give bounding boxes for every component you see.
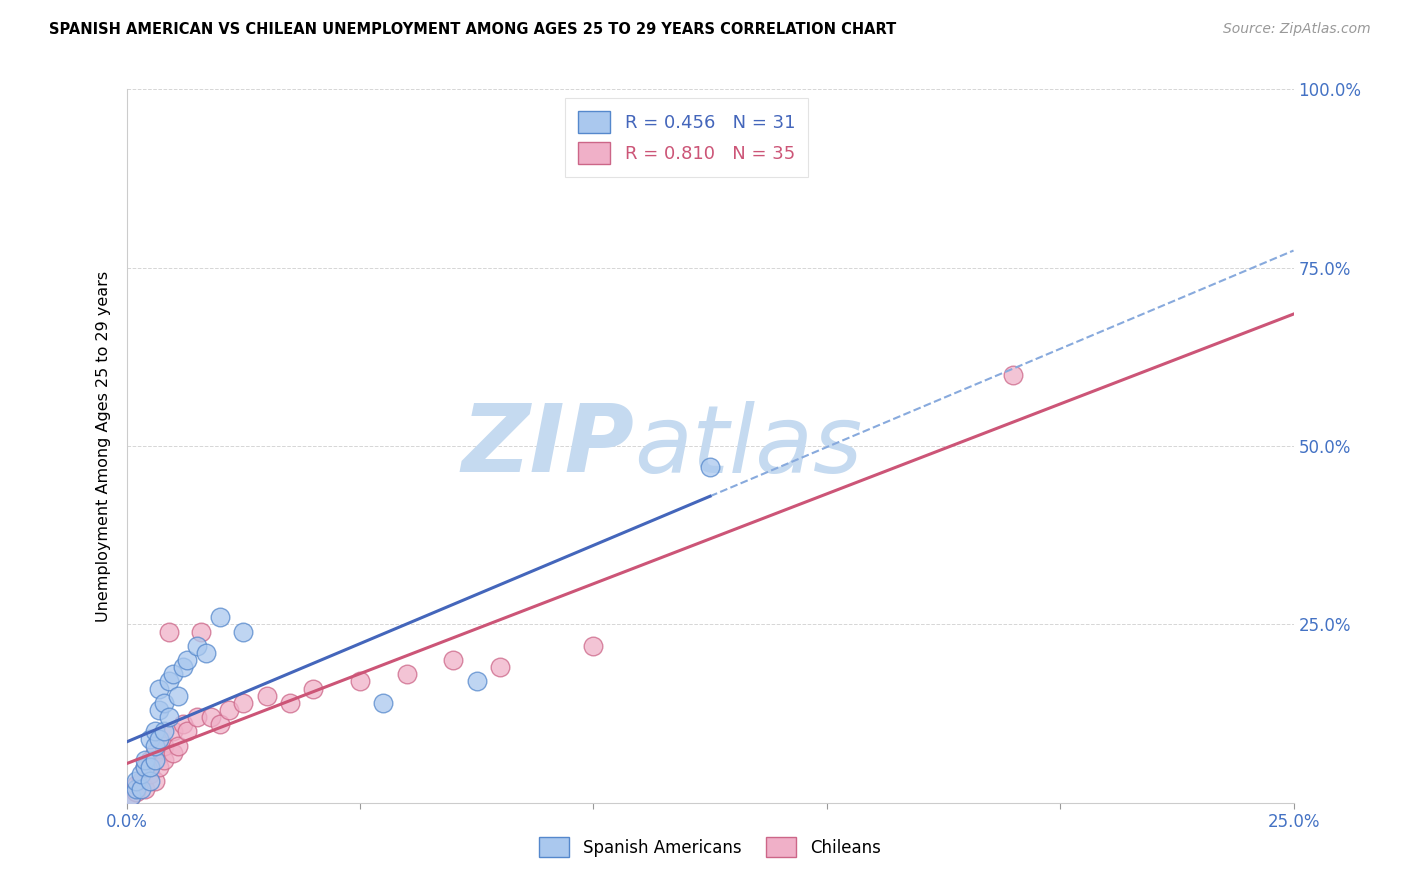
Point	[162, 724, 184, 739]
Point	[143, 724, 166, 739]
Point	[134, 760, 156, 774]
Point	[167, 739, 190, 753]
Point	[157, 624, 180, 639]
Point	[153, 753, 176, 767]
Point	[148, 760, 170, 774]
Point	[120, 789, 142, 803]
Point	[349, 674, 371, 689]
Point	[162, 667, 184, 681]
Point	[143, 739, 166, 753]
Point	[489, 660, 512, 674]
Point	[167, 689, 190, 703]
Point	[143, 746, 166, 760]
Point	[465, 674, 488, 689]
Point	[134, 753, 156, 767]
Point	[148, 731, 170, 746]
Text: ZIP: ZIP	[461, 400, 634, 492]
Text: atlas: atlas	[634, 401, 862, 491]
Point	[162, 746, 184, 760]
Point	[148, 731, 170, 746]
Point	[129, 767, 152, 781]
Point	[186, 710, 208, 724]
Point	[278, 696, 301, 710]
Point	[125, 774, 148, 789]
Point	[139, 774, 162, 789]
Point	[172, 717, 194, 731]
Text: Source: ZipAtlas.com: Source: ZipAtlas.com	[1223, 22, 1371, 37]
Point	[120, 789, 142, 803]
Point	[134, 760, 156, 774]
Point	[218, 703, 240, 717]
Point	[200, 710, 222, 724]
Point	[134, 781, 156, 796]
Point	[143, 753, 166, 767]
Point	[139, 753, 162, 767]
Point	[190, 624, 212, 639]
Legend: Spanish Americans, Chileans: Spanish Americans, Chileans	[531, 829, 889, 866]
Point	[143, 774, 166, 789]
Point	[176, 724, 198, 739]
Point	[125, 781, 148, 796]
Point	[157, 710, 180, 724]
Point	[153, 724, 176, 739]
Y-axis label: Unemployment Among Ages 25 to 29 years: Unemployment Among Ages 25 to 29 years	[96, 270, 111, 622]
Point	[129, 781, 152, 796]
Point	[208, 717, 231, 731]
Point	[582, 639, 605, 653]
Point	[395, 667, 418, 681]
Point	[125, 778, 148, 792]
Point	[148, 703, 170, 717]
Point	[441, 653, 464, 667]
Point	[125, 785, 148, 799]
Point	[139, 760, 162, 774]
Point	[232, 624, 254, 639]
Point	[1002, 368, 1025, 382]
Point	[139, 767, 162, 781]
Point	[139, 731, 162, 746]
Point	[153, 739, 176, 753]
Text: SPANISH AMERICAN VS CHILEAN UNEMPLOYMENT AMONG AGES 25 TO 29 YEARS CORRELATION C: SPANISH AMERICAN VS CHILEAN UNEMPLOYMENT…	[49, 22, 897, 37]
Point	[256, 689, 278, 703]
Point	[232, 696, 254, 710]
Point	[699, 460, 721, 475]
Point	[172, 660, 194, 674]
Point	[208, 610, 231, 624]
Point	[129, 774, 152, 789]
Point	[302, 681, 325, 696]
Point	[373, 696, 395, 710]
Point	[176, 653, 198, 667]
Point	[157, 674, 180, 689]
Point	[186, 639, 208, 653]
Point	[194, 646, 217, 660]
Point	[153, 696, 176, 710]
Point	[148, 681, 170, 696]
